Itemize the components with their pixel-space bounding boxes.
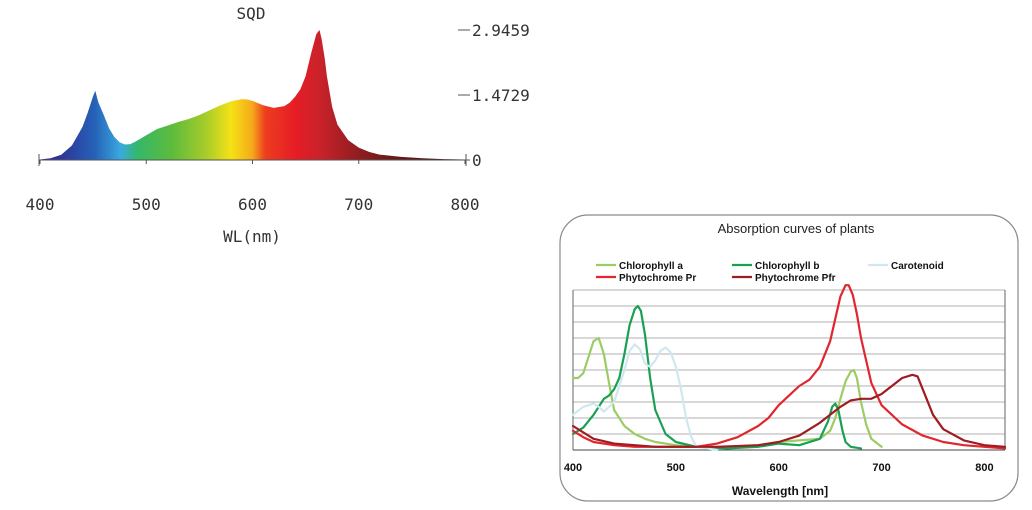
legend-item: Carotenoid (868, 261, 944, 272)
absorption-chart-title: Absorption curves of plants (718, 221, 875, 236)
x-axis-label: WL(nm) (223, 227, 281, 246)
x-tick-labels: 400 500 600 700 800 (564, 462, 994, 474)
x-tick-label: 400 (564, 462, 582, 474)
absorption-x-axis-label: Wavelength [nm] (732, 484, 828, 498)
legend-label: Phytochrome Pfr (755, 273, 836, 284)
legend-item: Phytochrome Pfr (732, 273, 836, 284)
y-tick-label: 1.4729 (472, 86, 530, 105)
legend-item: Phytochrome Pr (596, 273, 696, 284)
x-tick-label: 500 (667, 462, 685, 474)
y-tick-label: 0 (472, 151, 482, 170)
series-line-carotenoid (571, 343, 719, 452)
x-tick-label: 600 (770, 462, 788, 474)
chart-frame (559, 214, 1019, 502)
legend-item: Chlorophyll a (596, 261, 683, 272)
x-tick-label: 800 (975, 462, 993, 474)
legend-label: Phytochrome Pr (619, 273, 696, 284)
y-tick-labels: 2.9459 1.4729 0 (458, 21, 530, 170)
x-tick-label: 700 (872, 462, 890, 474)
x-tick-label: 400 (26, 195, 55, 214)
legend-label: Chlorophyll a (619, 261, 683, 272)
grid (572, 289, 1006, 451)
series-line-phytochrome-pfr (571, 373, 1007, 448)
x-tick-label: 600 (238, 195, 267, 214)
x-tick-label: 700 (344, 195, 373, 214)
series-line-chlorophyll-b (571, 304, 863, 450)
legend-label: Chlorophyll b (755, 261, 819, 272)
x-tick-label: 500 (132, 195, 161, 214)
legend-label: Carotenoid (891, 261, 944, 272)
x-tick-labels: 400 500 600 700 800 (26, 160, 480, 214)
sqd-spectrum-area (40, 29, 465, 160)
legend-item: Chlorophyll b (732, 261, 819, 272)
y-tick-label: 2.9459 (472, 21, 530, 40)
series-lines (571, 284, 1007, 452)
x-tick-label: 800 (451, 195, 480, 214)
sqd-spectrum-chart: SQD 400 500 600 700 800 2.9459 1.4729 0 WL(nm) (26, 4, 530, 246)
legend: Chlorophyll a Chlorophyll b Carotenoid Phyt… (596, 261, 944, 284)
sqd-title: SQD (237, 4, 266, 23)
